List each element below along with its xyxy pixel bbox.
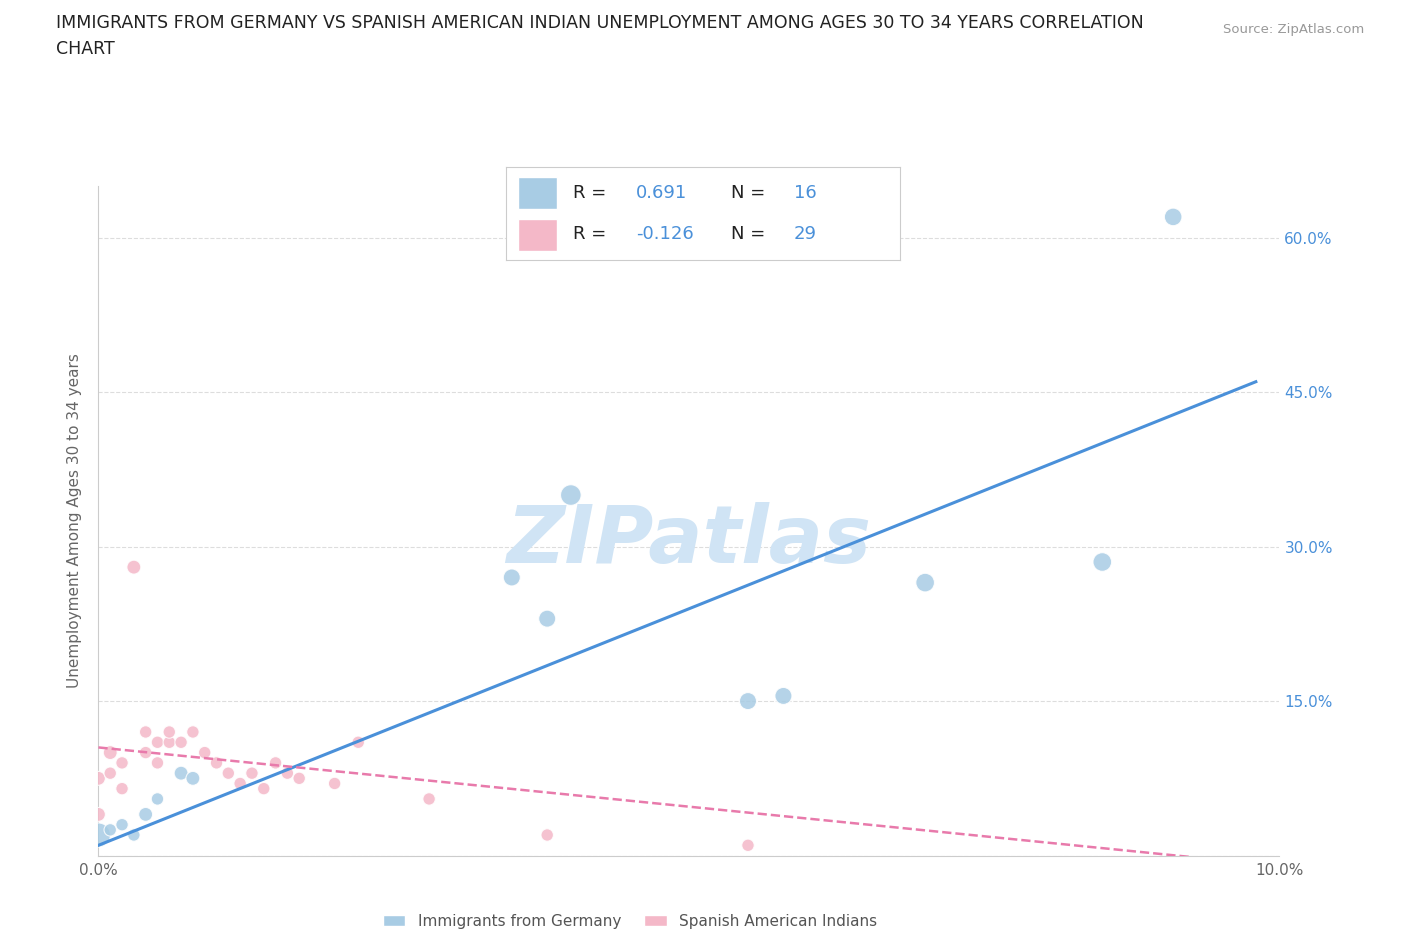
Point (122, 560, 145, 575)
Point (253, 781, 276, 796)
Point (240, 765, 263, 780)
Point (87, 828, 110, 843)
Point (87, 771, 110, 786)
Point (737, 838, 759, 853)
Point (170, 765, 193, 780)
Legend: Immigrants from Germany, Spanish American Indians: Immigrants from Germany, Spanish America… (377, 908, 883, 930)
Point (98, 765, 121, 780)
Point (111, 755, 134, 770)
Point (217, 765, 239, 780)
Point (323, 776, 346, 790)
Point (111, 781, 134, 796)
Text: 0.691: 0.691 (636, 184, 688, 203)
Point (146, 791, 169, 806)
Point (501, 570, 523, 585)
Point (170, 735, 193, 750)
Point (111, 817, 134, 832)
Point (288, 771, 311, 786)
Point (135, 745, 157, 760)
Text: R =: R = (574, 184, 612, 203)
Point (914, 575, 936, 590)
Point (181, 771, 204, 786)
Text: CHART: CHART (56, 40, 115, 58)
Point (122, 828, 145, 843)
Point (418, 791, 440, 806)
Point (536, 611, 558, 626)
Point (135, 724, 157, 739)
Point (205, 755, 228, 770)
Point (229, 776, 252, 790)
Point (536, 828, 558, 843)
Point (194, 745, 217, 760)
Point (1091, 554, 1114, 569)
Text: N =: N = (731, 225, 770, 244)
Text: 16: 16 (793, 184, 817, 203)
Point (98, 822, 121, 837)
Point (1161, 209, 1184, 224)
Point (560, 487, 582, 502)
Y-axis label: Unemployment Among Ages 30 to 34 years: Unemployment Among Ages 30 to 34 years (67, 353, 83, 688)
Point (87, 807, 110, 822)
Text: N =: N = (731, 184, 770, 203)
Point (737, 694, 759, 709)
Point (98, 745, 121, 760)
Text: ZIPatlas: ZIPatlas (506, 502, 872, 580)
FancyBboxPatch shape (517, 177, 557, 209)
Text: -0.126: -0.126 (636, 225, 693, 244)
Text: Source: ZipAtlas.com: Source: ZipAtlas.com (1223, 23, 1364, 36)
Text: IMMIGRANTS FROM GERMANY VS SPANISH AMERICAN INDIAN UNEMPLOYMENT AMONG AGES 30 TO: IMMIGRANTS FROM GERMANY VS SPANISH AMERI… (56, 14, 1144, 32)
FancyBboxPatch shape (517, 219, 557, 251)
Text: 29: 29 (793, 225, 817, 244)
Text: R =: R = (574, 225, 612, 244)
Point (347, 735, 370, 750)
Point (146, 735, 169, 750)
Point (276, 765, 298, 780)
Point (146, 755, 169, 770)
Point (135, 807, 157, 822)
Point (157, 735, 180, 750)
Point (181, 724, 204, 739)
Point (157, 724, 180, 739)
Point (264, 755, 287, 770)
Point (772, 688, 794, 703)
